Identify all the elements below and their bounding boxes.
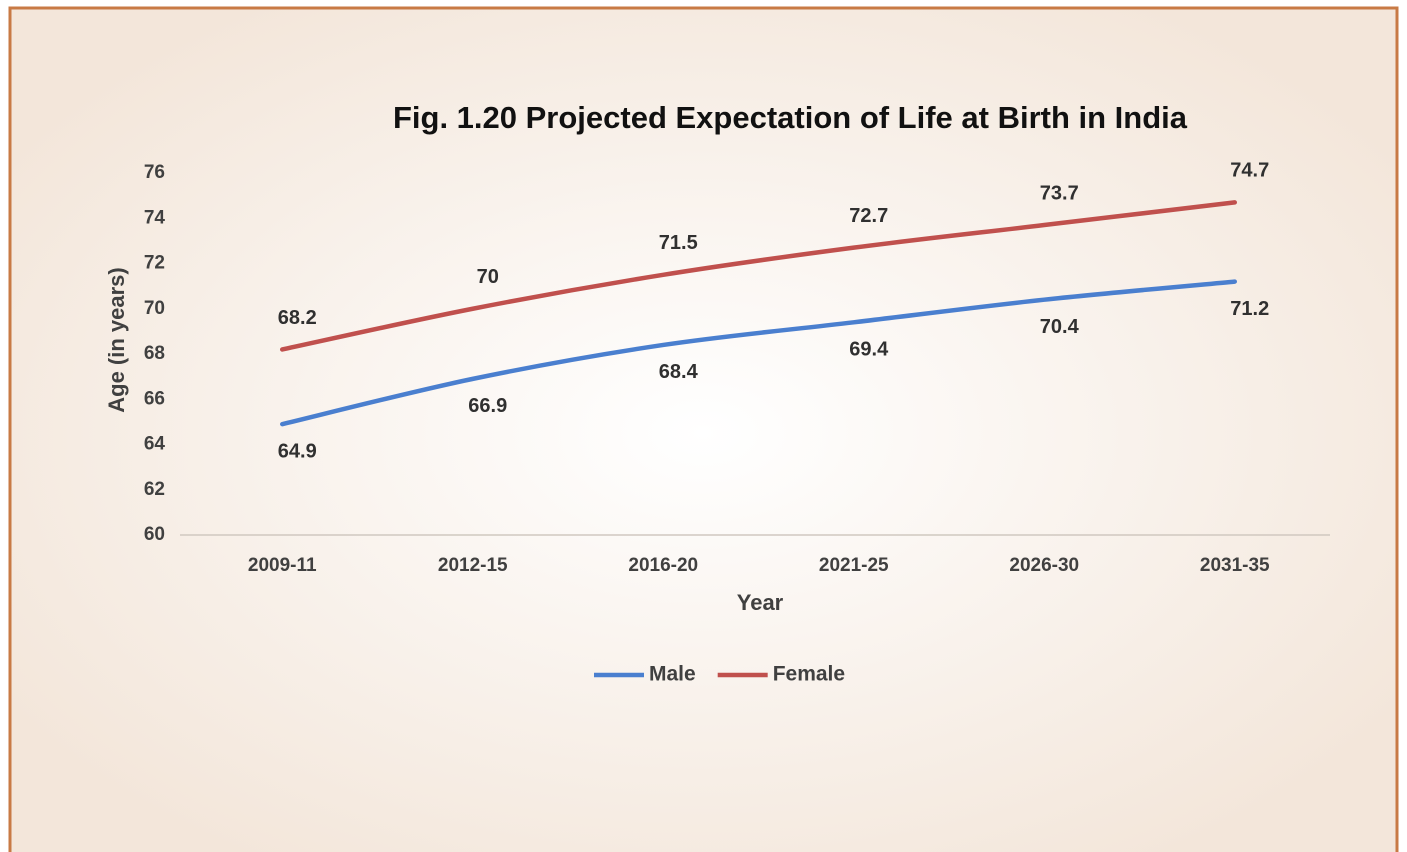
- y-tick-label: 70: [144, 298, 165, 319]
- data-label: 72.7: [849, 205, 888, 227]
- x-tick-label: 2021-25: [819, 555, 889, 576]
- data-label: 69.4: [849, 339, 889, 361]
- chart-title: Fig. 1.20 Projected Expectation of Life …: [393, 100, 1188, 135]
- data-label: 66.9: [468, 395, 507, 417]
- data-label: 70.4: [1040, 316, 1080, 338]
- data-label: 64.9: [278, 440, 317, 462]
- legend-label: Female: [773, 663, 845, 686]
- y-tick-label: 62: [144, 479, 165, 500]
- data-label: 74.7: [1230, 160, 1269, 182]
- x-tick-label: 2012-15: [438, 555, 508, 576]
- x-tick-label: 2016-20: [628, 555, 698, 576]
- data-label: 73.7: [1040, 182, 1079, 204]
- x-tick-label: 2026-30: [1009, 555, 1079, 576]
- y-tick-label: 64: [144, 434, 166, 455]
- y-tick-label: 76: [144, 162, 165, 183]
- y-tick-label: 60: [144, 524, 165, 545]
- legend-label: Male: [649, 663, 696, 686]
- series-line: [280, 279, 1237, 427]
- series-line: [280, 200, 1237, 352]
- y-tick-label: 68: [144, 343, 165, 364]
- data-label: 71.5: [659, 232, 698, 254]
- y-tick-label: 74: [144, 207, 166, 228]
- y-axis-label: Age (in years): [104, 267, 129, 413]
- data-label: 71.2: [1230, 298, 1269, 320]
- x-axis-label: Year: [737, 590, 784, 615]
- data-label: 68.2: [278, 307, 317, 329]
- x-tick-label: 2009-11: [248, 555, 317, 576]
- x-tick-label: 2031-35: [1200, 555, 1270, 576]
- y-tick-label: 72: [144, 253, 165, 274]
- y-tick-label: 66: [144, 388, 165, 409]
- data-label: 70: [477, 266, 499, 288]
- frame: [8, 6, 1399, 852]
- data-label: 68.4: [659, 361, 699, 383]
